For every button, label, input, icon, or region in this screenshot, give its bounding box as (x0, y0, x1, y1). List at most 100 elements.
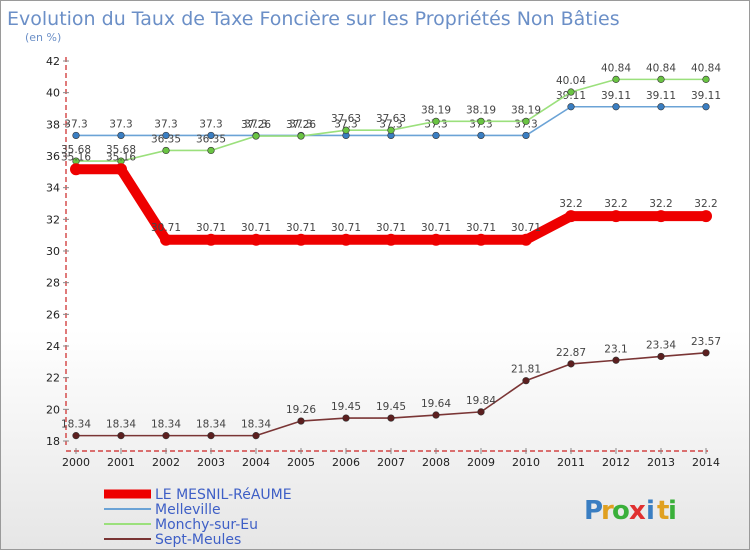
data-point (702, 75, 710, 83)
data-label: 23.34 (646, 339, 676, 351)
data-label: 37.3 (199, 118, 222, 130)
legend: LE MESNIL-RéAUMEMellevilleMonchy-sur-EuS… (104, 487, 292, 548)
proxiti-logo: Pro x i ti (584, 496, 677, 526)
data-point (430, 233, 442, 246)
x-tick-label: 2009 (467, 456, 495, 469)
x-tick-label: 2013 (647, 456, 675, 469)
data-label: 37.3 (244, 118, 267, 130)
data-label: 30.71 (331, 222, 361, 234)
data-point (657, 75, 665, 83)
data-label: 30.71 (196, 222, 226, 234)
data-point (700, 210, 712, 223)
data-point (387, 126, 395, 134)
chart-subtitle: (en %) (25, 31, 61, 44)
data-label: 19.26 (286, 404, 316, 416)
data-point (70, 163, 82, 176)
logo-letter: i (646, 496, 655, 526)
data-label: 30.71 (286, 222, 316, 234)
data-point (475, 233, 487, 246)
y-tick-label: 36 (46, 150, 60, 163)
data-point (297, 132, 305, 140)
y-tick-label: 26 (46, 308, 60, 321)
data-point (117, 131, 125, 140)
data-label: 37.26 (241, 119, 271, 131)
data-label: 32.2 (694, 198, 717, 210)
data-label: 38.19 (466, 104, 496, 116)
series-layer: 37.337.337.337.337.337.337.337.337.337.3… (61, 62, 721, 440)
data-label: 22.87 (556, 347, 586, 359)
data-point (567, 103, 575, 111)
data-label: 19.64 (421, 398, 451, 410)
data-label: 30.71 (511, 222, 541, 234)
data-label: 38.19 (421, 104, 451, 116)
data-label: 30.71 (466, 222, 496, 234)
data-point (522, 117, 530, 125)
data-label: 37.3 (289, 118, 312, 130)
data-label: 30.71 (376, 222, 406, 234)
data-point (297, 417, 305, 425)
logo-letter: x (629, 496, 646, 526)
data-label: 39.11 (556, 90, 586, 102)
x-tick-label: 2011 (557, 456, 585, 469)
data-point (162, 131, 170, 140)
data-label: 23.57 (691, 336, 721, 348)
data-label: 30.71 (241, 222, 271, 234)
data-label: 37.3 (64, 118, 87, 130)
data-label: 39.11 (601, 90, 631, 102)
data-point (340, 233, 352, 246)
data-point (565, 210, 577, 223)
data-label: 19.45 (376, 401, 406, 413)
data-label: 32.2 (604, 198, 627, 210)
logo-letter: o (612, 496, 630, 526)
x-tick-label: 2003 (197, 456, 225, 469)
legend-entry: Monchy-sur-Eu (155, 517, 258, 533)
x-tick-label: 2012 (602, 456, 630, 469)
data-point (520, 233, 532, 246)
y-tick-label: 30 (46, 245, 60, 258)
logo-letter: i (668, 496, 677, 526)
y-tick-label: 42 (46, 55, 60, 68)
data-label: 21.81 (511, 364, 541, 376)
data-point (702, 103, 710, 111)
data-label: 40.84 (601, 62, 631, 74)
data-label: 32.2 (649, 198, 672, 210)
data-point (612, 103, 620, 111)
legend-entry: Melleville (155, 502, 221, 518)
x-tick-label: 2008 (422, 456, 450, 469)
logo-letter: t (657, 496, 669, 526)
x-tick-label: 2014 (692, 456, 720, 469)
data-point (567, 88, 575, 96)
data-point (72, 432, 80, 440)
data-point (162, 146, 170, 155)
logo-letter: r (601, 496, 614, 526)
data-point (385, 233, 397, 246)
data-label: 40.84 (691, 62, 721, 74)
data-label: 39.11 (691, 90, 721, 102)
data-point (522, 377, 530, 385)
data-label: 35.16 (106, 151, 136, 163)
data-point (612, 356, 620, 364)
data-point (117, 432, 125, 440)
data-point (522, 131, 530, 140)
data-point (115, 163, 127, 176)
x-tick-label: 2010 (512, 456, 540, 469)
y-tick-label: 40 (46, 87, 60, 100)
x-tick-label: 2001 (107, 456, 135, 469)
data-point (205, 233, 217, 246)
legend-entry: Sept-Meules (155, 532, 241, 548)
data-point (612, 75, 620, 83)
x-tick-label: 2005 (287, 456, 315, 469)
data-point (252, 432, 260, 440)
data-point (207, 131, 215, 140)
data-point (702, 349, 710, 357)
data-label: 39.11 (646, 90, 676, 102)
y-tick-label: 28 (46, 277, 60, 290)
data-label: 23.1 (604, 343, 627, 355)
x-tick-label: 2007 (377, 456, 405, 469)
data-label: 40.04 (556, 75, 586, 87)
legend-entry: LE MESNIL-RéAUME (155, 487, 292, 503)
logo-letter: P (584, 496, 603, 526)
data-point (342, 414, 350, 422)
y-tick-label: 32 (46, 213, 60, 226)
